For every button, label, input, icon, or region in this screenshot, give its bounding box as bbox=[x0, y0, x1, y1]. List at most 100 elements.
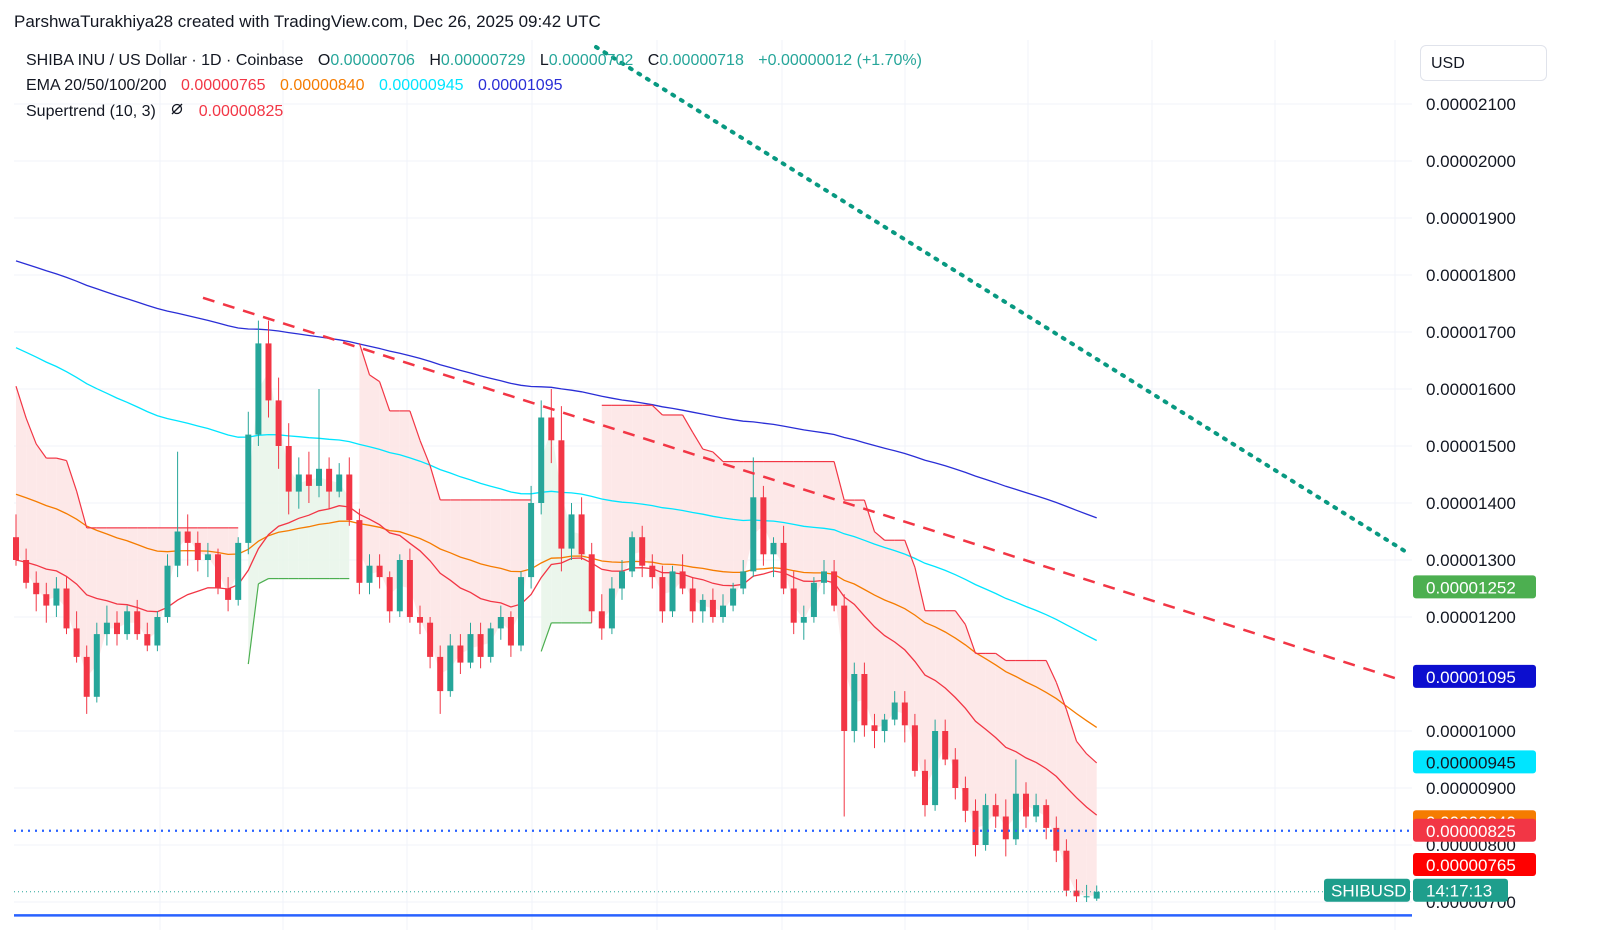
candle[interactable] bbox=[386, 571, 393, 623]
currency-button[interactable]: USD bbox=[1420, 45, 1547, 81]
candle[interactable] bbox=[800, 605, 807, 640]
candle[interactable] bbox=[225, 577, 232, 612]
candle[interactable] bbox=[144, 622, 151, 652]
supertrend-label[interactable]: Supertrend (10, 3) bbox=[26, 103, 156, 120]
candle[interactable] bbox=[396, 554, 403, 617]
candle[interactable] bbox=[154, 611, 161, 652]
candle[interactable] bbox=[134, 599, 141, 640]
candle[interactable] bbox=[750, 457, 757, 578]
candle[interactable] bbox=[93, 622, 100, 703]
candle[interactable] bbox=[336, 463, 343, 498]
candle[interactable] bbox=[720, 594, 726, 623]
candle[interactable] bbox=[255, 320, 262, 446]
candle[interactable] bbox=[1063, 839, 1070, 897]
candles[interactable] bbox=[13, 320, 1100, 902]
candle[interactable] bbox=[467, 622, 474, 669]
candle[interactable] bbox=[841, 594, 848, 817]
candle[interactable] bbox=[538, 400, 545, 515]
candle[interactable] bbox=[962, 776, 969, 823]
candle[interactable] bbox=[1023, 782, 1029, 828]
drawings[interactable] bbox=[14, 45, 1412, 917]
candle[interactable] bbox=[608, 577, 615, 635]
legend-symbol[interactable]: SHIBA INU / US Dollar · 1D · Coinbase bbox=[26, 52, 304, 69]
candle[interactable] bbox=[730, 582, 737, 612]
candle[interactable] bbox=[103, 605, 110, 646]
candle[interactable] bbox=[275, 377, 282, 469]
ema-label[interactable]: EMA 20/50/100/200 bbox=[26, 77, 167, 94]
candle[interactable] bbox=[911, 713, 918, 777]
candle[interactable] bbox=[73, 611, 80, 663]
candle[interactable] bbox=[477, 622, 484, 669]
candle[interactable] bbox=[497, 605, 504, 640]
candle[interactable] bbox=[1073, 879, 1080, 902]
candle[interactable] bbox=[215, 548, 221, 595]
candle[interactable] bbox=[1043, 799, 1050, 840]
candle[interactable] bbox=[851, 662, 858, 743]
candle[interactable] bbox=[265, 320, 272, 418]
candle[interactable] bbox=[669, 565, 676, 617]
candle[interactable] bbox=[326, 457, 333, 509]
candle[interactable] bbox=[174, 451, 181, 578]
candle[interactable] bbox=[760, 485, 767, 566]
candle[interactable] bbox=[43, 582, 50, 623]
candle[interactable] bbox=[457, 634, 464, 674]
candle[interactable] bbox=[1053, 816, 1060, 863]
candle[interactable] bbox=[316, 389, 322, 498]
candle[interactable] bbox=[770, 537, 777, 578]
candle[interactable] bbox=[932, 719, 939, 811]
candle[interactable] bbox=[810, 577, 817, 623]
candle[interactable] bbox=[245, 411, 252, 555]
candle[interactable] bbox=[709, 588, 716, 623]
candle[interactable] bbox=[63, 577, 70, 635]
candle[interactable] bbox=[679, 554, 686, 595]
candle[interactable] bbox=[881, 713, 888, 743]
candle[interactable] bbox=[790, 571, 797, 635]
candle[interactable] bbox=[376, 554, 383, 589]
long-term-trendline[interactable] bbox=[594, 45, 1412, 557]
candle[interactable] bbox=[528, 485, 535, 589]
candle[interactable] bbox=[406, 548, 413, 623]
candle[interactable] bbox=[285, 423, 292, 515]
candle[interactable] bbox=[487, 622, 494, 663]
candle[interactable] bbox=[53, 577, 60, 617]
candle[interactable] bbox=[114, 611, 120, 646]
candle[interactable] bbox=[831, 560, 838, 612]
candle[interactable] bbox=[942, 719, 949, 766]
candle[interactable] bbox=[901, 691, 908, 743]
candle[interactable] bbox=[952, 748, 959, 800]
candle[interactable] bbox=[891, 691, 898, 726]
candle[interactable] bbox=[861, 662, 868, 737]
candle[interactable] bbox=[33, 571, 40, 612]
candle[interactable] bbox=[346, 457, 353, 526]
candle[interactable] bbox=[740, 560, 747, 595]
candle[interactable] bbox=[83, 645, 90, 714]
candle[interactable] bbox=[619, 560, 625, 600]
candle[interactable] bbox=[992, 793, 999, 828]
candle[interactable] bbox=[437, 645, 444, 714]
candle[interactable] bbox=[982, 793, 989, 851]
candle[interactable] bbox=[649, 554, 656, 589]
candle[interactable] bbox=[295, 457, 302, 509]
candle[interactable] bbox=[629, 531, 636, 578]
candle[interactable] bbox=[558, 406, 565, 572]
candle[interactable] bbox=[780, 525, 787, 595]
candle[interactable] bbox=[578, 497, 585, 560]
candle[interactable] bbox=[1093, 885, 1100, 901]
candle[interactable] bbox=[689, 577, 696, 623]
candle[interactable] bbox=[194, 531, 201, 572]
candle[interactable] bbox=[235, 537, 242, 606]
candle[interactable] bbox=[507, 611, 514, 657]
candle[interactable] bbox=[588, 542, 595, 623]
candle[interactable] bbox=[1002, 799, 1009, 857]
candle[interactable] bbox=[548, 389, 555, 464]
candle[interactable] bbox=[13, 514, 19, 566]
candle[interactable] bbox=[699, 594, 706, 623]
candle[interactable] bbox=[366, 554, 373, 595]
candle[interactable] bbox=[164, 554, 171, 623]
candle[interactable] bbox=[639, 525, 646, 578]
candle[interactable] bbox=[821, 560, 827, 595]
candle[interactable] bbox=[598, 594, 605, 640]
candle[interactable] bbox=[518, 571, 524, 652]
candle[interactable] bbox=[1033, 793, 1040, 823]
